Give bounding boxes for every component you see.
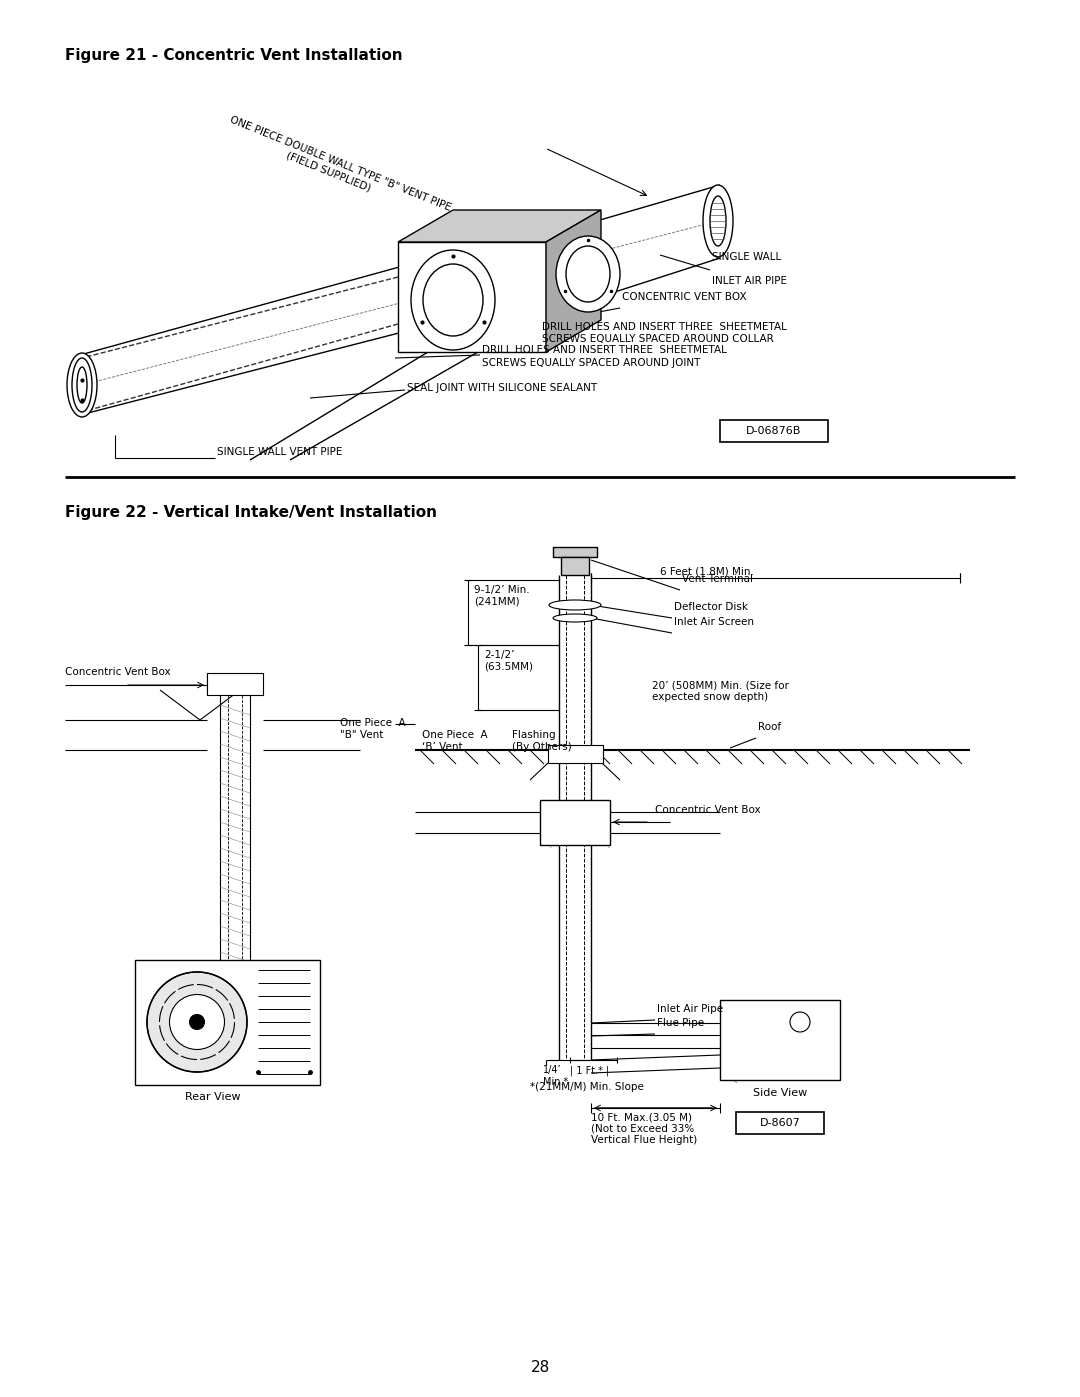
Text: Figure 21 - Concentric Vent Installation: Figure 21 - Concentric Vent Installation — [65, 47, 403, 63]
Ellipse shape — [710, 196, 726, 246]
Text: DRILL HOLES AND INSERT THREE  SHEETMETAL: DRILL HOLES AND INSERT THREE SHEETMETAL — [482, 345, 727, 355]
Polygon shape — [399, 210, 600, 242]
Ellipse shape — [789, 1011, 810, 1032]
Text: DRILL HOLES AND INSERT THREE  SHEETMETAL: DRILL HOLES AND INSERT THREE SHEETMETAL — [542, 321, 787, 332]
Text: 6 Feet (1.8M) Min.: 6 Feet (1.8M) Min. — [660, 566, 754, 576]
Ellipse shape — [75, 363, 90, 407]
Text: SCREWS EQUALLY SPACED AROUND COLLAR: SCREWS EQUALLY SPACED AROUND COLLAR — [542, 334, 773, 344]
Text: One Piece  A: One Piece A — [340, 718, 406, 728]
Text: Deflector Disk: Deflector Disk — [674, 602, 748, 612]
Text: Flue Pipe: Flue Pipe — [657, 1018, 704, 1028]
Bar — [540, 800, 610, 845]
Text: Rear View: Rear View — [185, 1092, 241, 1102]
Ellipse shape — [411, 250, 495, 351]
Text: | 1 Ft.* |: | 1 Ft.* | — [570, 1065, 609, 1076]
Text: 9-1/2’ Min.
(241MM): 9-1/2’ Min. (241MM) — [474, 585, 529, 606]
Text: SEAL JOINT WITH SILICONE SEALANT: SEAL JOINT WITH SILICONE SEALANT — [407, 383, 597, 393]
Text: 20’ (508MM) Min. (Size for: 20’ (508MM) Min. (Size for — [652, 680, 788, 690]
Bar — [720, 420, 828, 441]
Text: Side View: Side View — [753, 1088, 807, 1098]
Text: *(21MM/M) Min. Slope: *(21MM/M) Min. Slope — [530, 1083, 644, 1092]
Text: 1/4’
Min.*: 1/4’ Min.* — [543, 1065, 568, 1087]
Text: Roof: Roof — [758, 722, 781, 732]
Ellipse shape — [77, 367, 87, 402]
Text: 28: 28 — [530, 1361, 550, 1376]
Text: Figure 22 - Vertical Intake/Vent Installation: Figure 22 - Vertical Intake/Vent Install… — [65, 504, 437, 520]
Ellipse shape — [566, 246, 610, 302]
Bar — [735, 1112, 824, 1134]
Ellipse shape — [553, 615, 597, 622]
Ellipse shape — [67, 353, 97, 416]
Text: ‘B’ Vent: ‘B’ Vent — [422, 742, 462, 752]
Ellipse shape — [170, 995, 225, 1049]
Text: CONCENTRIC VENT BOX: CONCENTRIC VENT BOX — [622, 292, 746, 302]
Bar — [207, 673, 264, 694]
Text: (By Others): (By Others) — [512, 742, 571, 752]
Text: expected snow depth): expected snow depth) — [652, 692, 768, 703]
Text: Flashing: Flashing — [512, 731, 555, 740]
Ellipse shape — [703, 184, 733, 257]
Text: Concentric Vent Box: Concentric Vent Box — [65, 666, 171, 678]
Text: "B" Vent: "B" Vent — [340, 731, 383, 740]
Text: Concentric Vent Box: Concentric Vent Box — [654, 805, 760, 814]
Ellipse shape — [549, 599, 600, 610]
Text: D-8607: D-8607 — [759, 1118, 800, 1127]
Bar — [135, 960, 320, 1085]
Text: INLET AIR PIPE: INLET AIR PIPE — [712, 277, 787, 286]
Text: Inlet Air Pipe: Inlet Air Pipe — [657, 1004, 724, 1014]
Text: SCREWS EQUALLY SPACED AROUND JOINT: SCREWS EQUALLY SPACED AROUND JOINT — [482, 358, 700, 367]
Bar — [561, 557, 589, 576]
Text: SINGLE WALL: SINGLE WALL — [712, 251, 781, 263]
Text: 10 Ft. Max.(3.05 M)
(Not to Exceed 33%
Vertical Flue Height): 10 Ft. Max.(3.05 M) (Not to Exceed 33% V… — [591, 1112, 698, 1146]
Ellipse shape — [556, 236, 620, 312]
Text: (FIELD SUPPLIED): (FIELD SUPPLIED) — [285, 149, 373, 193]
Text: Vent Terminal: Vent Terminal — [681, 574, 753, 584]
Text: ONE PIECE DOUBLE WALL TYPE "B" VENT PIPE: ONE PIECE DOUBLE WALL TYPE "B" VENT PIPE — [228, 115, 453, 214]
Text: Inlet Air Screen: Inlet Air Screen — [674, 617, 754, 627]
Ellipse shape — [189, 1014, 204, 1030]
Text: One Piece  A: One Piece A — [422, 731, 488, 740]
Polygon shape — [546, 210, 600, 352]
Ellipse shape — [72, 358, 92, 412]
Bar — [720, 1000, 840, 1080]
Bar — [399, 242, 546, 352]
Ellipse shape — [147, 972, 247, 1071]
Text: 2-1/2’
(63.5MM): 2-1/2’ (63.5MM) — [484, 650, 534, 672]
Bar — [553, 548, 597, 557]
Text: D-06876B: D-06876B — [746, 426, 801, 436]
Bar — [548, 745, 603, 763]
Ellipse shape — [423, 264, 483, 337]
Text: SINGLE WALL VENT PIPE: SINGLE WALL VENT PIPE — [217, 447, 342, 457]
